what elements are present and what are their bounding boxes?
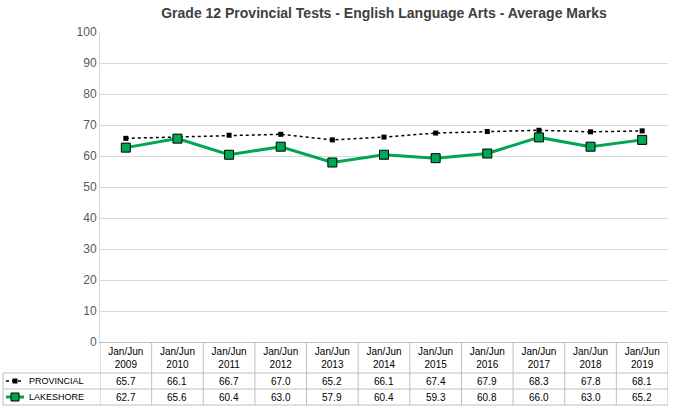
svg-text:20: 20 [83,273,97,287]
svg-text:62.7: 62.7 [116,392,136,403]
svg-text:Jan/Jun2012: Jan/Jun2012 [263,346,298,370]
svg-text:66.7: 66.7 [219,376,239,387]
svg-text:Jan/Jun2015: Jan/Jun2015 [418,346,453,370]
svg-text:60.4: 60.4 [219,392,239,403]
svg-text:Grade 12 Provincial Tests - En: Grade 12 Provincial Tests - English Lang… [161,5,607,21]
svg-text:67.4: 67.4 [426,376,446,387]
svg-text:60: 60 [83,149,97,163]
svg-text:30: 30 [83,242,97,256]
svg-text:LAKESHORE: LAKESHORE [29,392,84,402]
svg-text:Jan/Jun2016: Jan/Jun2016 [470,346,505,370]
svg-text:Jan/Jun2011: Jan/Jun2011 [212,346,247,370]
svg-text:80: 80 [83,87,97,101]
svg-text:Jan/Jun2017: Jan/Jun2017 [521,346,556,370]
svg-text:Jan/Jun2010: Jan/Jun2010 [160,346,195,370]
svg-text:66.1: 66.1 [374,376,394,387]
svg-text:68.1: 68.1 [632,376,652,387]
svg-text:Jan/Jun2009: Jan/Jun2009 [108,346,143,370]
svg-text:67.8: 67.8 [581,376,601,387]
svg-text:68.3: 68.3 [529,376,549,387]
svg-text:Jan/Jun2018: Jan/Jun2018 [573,346,608,370]
svg-text:63.0: 63.0 [271,392,291,403]
svg-text:63.0: 63.0 [581,392,601,403]
svg-text:66.0: 66.0 [529,392,549,403]
svg-text:65.2: 65.2 [632,392,652,403]
svg-text:40: 40 [83,211,97,225]
svg-text:65.2: 65.2 [322,376,342,387]
svg-text:60.4: 60.4 [374,392,394,403]
svg-text:Jan/Jun2013: Jan/Jun2013 [315,346,350,370]
svg-text:65.7: 65.7 [116,376,136,387]
svg-text:67.9: 67.9 [477,376,497,387]
svg-text:60.8: 60.8 [477,392,497,403]
svg-text:66.1: 66.1 [167,376,187,387]
svg-text:0: 0 [90,335,97,349]
svg-text:90: 90 [83,56,97,70]
svg-text:70: 70 [83,118,97,132]
svg-text:65.6: 65.6 [167,392,187,403]
svg-text:67.0: 67.0 [271,376,291,387]
svg-text:Jan/Jun2014: Jan/Jun2014 [366,346,401,370]
svg-text:57.9: 57.9 [322,392,342,403]
svg-text:59.3: 59.3 [426,392,446,403]
svg-text:PROVINCIAL: PROVINCIAL [29,376,84,386]
svg-text:100: 100 [77,25,97,39]
svg-text:50: 50 [83,180,97,194]
svg-text:10: 10 [83,304,97,318]
svg-text:Jan/Jun2019: Jan/Jun2019 [625,346,660,370]
